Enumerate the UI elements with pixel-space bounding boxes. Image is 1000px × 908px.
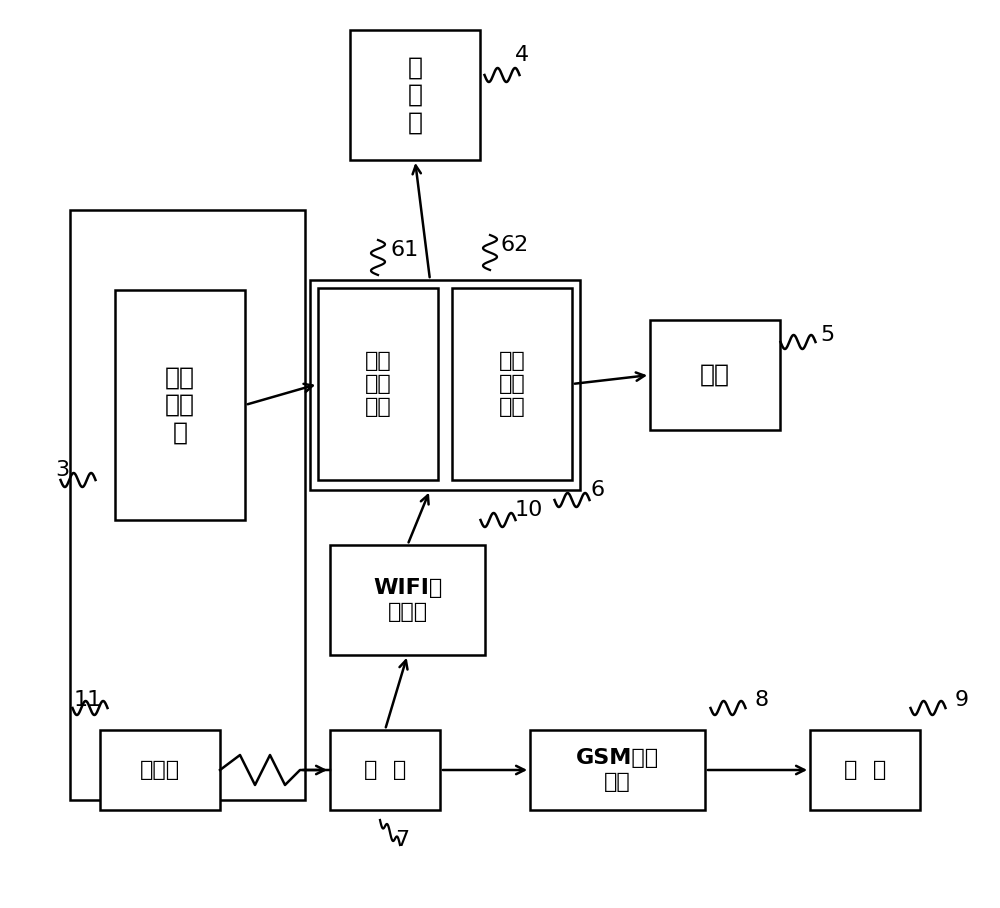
Text: 振动
传感
器: 振动 传感 器: [165, 365, 195, 445]
Text: 9: 9: [955, 690, 969, 710]
Text: 警示灯: 警示灯: [140, 760, 180, 780]
Text: 主  机: 主 机: [364, 760, 406, 780]
Text: 10: 10: [515, 500, 543, 520]
Text: 相机: 相机: [700, 363, 730, 387]
Text: 感
应
灯: 感 应 灯: [408, 55, 422, 134]
Bar: [100, 730, 220, 810]
Bar: [318, 288, 438, 480]
Text: GSM传输
模块: GSM传输 模块: [576, 748, 659, 792]
Bar: [452, 288, 572, 480]
Bar: [650, 320, 780, 430]
Text: 61: 61: [390, 240, 418, 260]
Bar: [810, 730, 920, 810]
Bar: [310, 280, 580, 490]
Text: 手  机: 手 机: [844, 760, 886, 780]
Text: WIFI传
输模块: WIFI传 输模块: [373, 578, 442, 622]
Bar: [330, 730, 440, 810]
Text: 图像
对比
模块: 图像 对比 模块: [499, 350, 525, 417]
Text: 5: 5: [820, 325, 834, 345]
Bar: [70, 210, 305, 800]
Text: 3: 3: [55, 460, 69, 480]
Text: 信号
处理
模块: 信号 处理 模块: [365, 350, 391, 417]
Text: 11: 11: [74, 690, 102, 710]
Text: 6: 6: [590, 480, 604, 500]
Text: 7: 7: [395, 830, 409, 850]
Text: 4: 4: [515, 45, 529, 65]
Text: 62: 62: [500, 235, 528, 255]
Bar: [530, 730, 705, 810]
Bar: [330, 545, 485, 655]
Text: 8: 8: [755, 690, 769, 710]
Bar: [115, 290, 245, 520]
Bar: [350, 30, 480, 160]
